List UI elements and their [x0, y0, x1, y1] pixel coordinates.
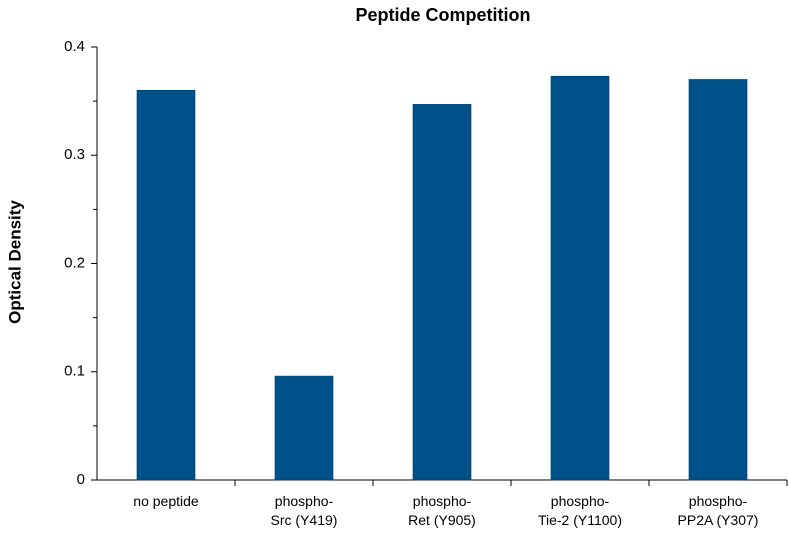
y-tick-label: 0.1 [64, 363, 85, 380]
x-tick-label: phospho- Tie-2 (Y1100) [537, 493, 623, 528]
y-tick-label: 0.3 [64, 146, 85, 163]
bar [550, 75, 610, 481]
y-tick-label: 0.4 [64, 38, 85, 55]
y-tick-label: 0.2 [64, 254, 85, 271]
x-tick-label: phospho- Ret (Y905) [408, 493, 476, 528]
x-tick-label: phospho- Src (Y419) [270, 493, 338, 528]
x-tick-label: phospho- PP2A (Y307) [677, 493, 759, 528]
chart-title: Peptide Competition [356, 5, 531, 25]
x-tick-label: no peptide [133, 493, 199, 509]
y-tick-label: 0 [77, 471, 85, 488]
bar [136, 90, 196, 481]
bar [688, 79, 748, 481]
bar [274, 375, 334, 481]
bar [412, 104, 472, 481]
y-axis-label: Optical Density [5, 200, 24, 324]
